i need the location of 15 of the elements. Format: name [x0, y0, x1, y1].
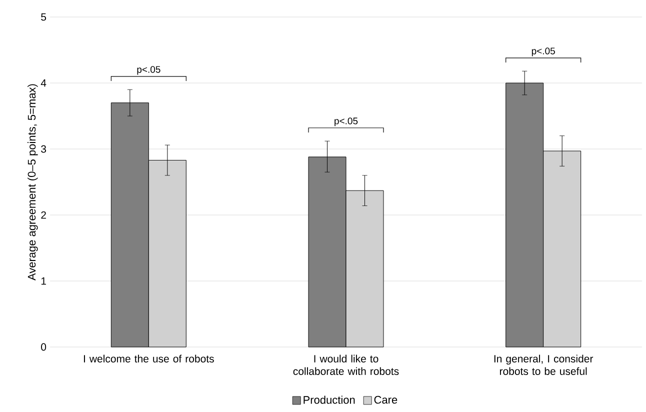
y-tick-label: 4: [40, 79, 46, 87]
y-tick-label: 3: [41, 145, 46, 153]
y-tick-label: 2: [41, 211, 46, 219]
x-tick-label: In general, I consider robots to be useful: [494, 354, 594, 375]
legend-label: Care: [374, 396, 398, 404]
annotation: p<.05: [532, 48, 555, 56]
y-axis-title: Average agreement (0–5 points, 5=max): [28, 84, 38, 280]
annotation: p<.05: [334, 118, 358, 126]
y-tick-label: 1: [41, 277, 46, 285]
x-tick-label: I would like to collaborate with robots: [293, 354, 399, 375]
x-tick-label: I welcome the use of robots: [84, 354, 214, 362]
legend-label: Production: [304, 396, 355, 404]
annotation: p<.05: [137, 66, 160, 75]
y-tick-label: 5: [41, 13, 46, 21]
y-tick-label: 0: [41, 343, 46, 351]
